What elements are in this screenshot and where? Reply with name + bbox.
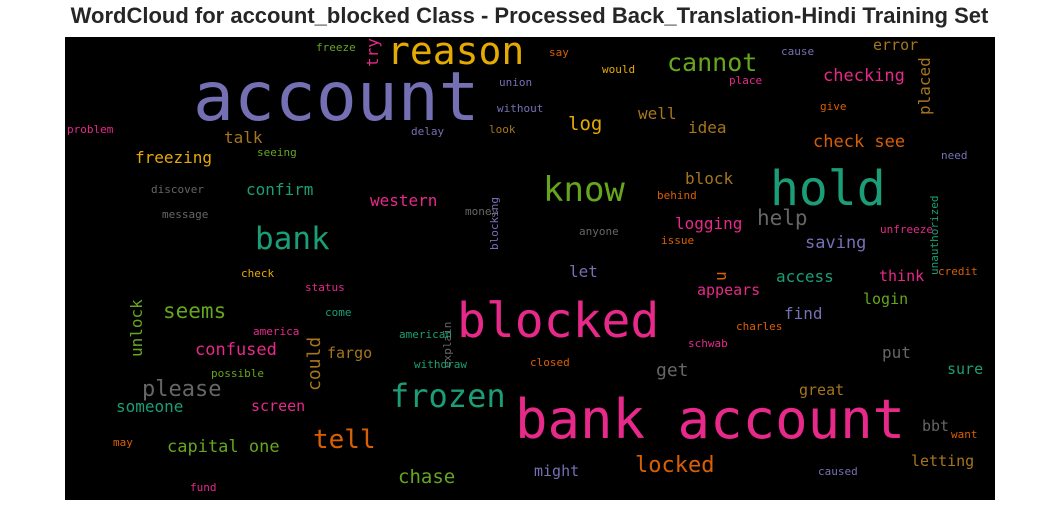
word-sure: sure xyxy=(947,360,984,378)
word-fund: fund xyxy=(190,481,217,494)
word-put: put xyxy=(882,343,911,362)
word-block: block xyxy=(685,169,734,188)
word-western: western xyxy=(370,191,438,210)
word-seeing: seeing xyxy=(257,146,297,159)
word-checking: checking xyxy=(823,66,905,86)
word-let: let xyxy=(569,262,598,281)
word-problem: problem xyxy=(67,123,114,136)
word-look: look xyxy=(489,123,516,136)
word-confirm: confirm xyxy=(246,180,314,199)
word-want: want xyxy=(951,428,978,441)
word-give: give xyxy=(820,100,847,113)
word-chase: chase xyxy=(398,466,456,488)
word-anyone: anyone xyxy=(579,225,619,238)
word-money: money xyxy=(465,205,499,218)
word-check-see: check see xyxy=(813,132,906,152)
word-freezing: freezing xyxy=(135,148,213,167)
word-without: without xyxy=(497,102,544,115)
word-issue: issue xyxy=(661,234,695,247)
word-unlock: unlock xyxy=(127,299,146,357)
chart-title: WordCloud for account_blocked Class - Pr… xyxy=(70,3,989,28)
word-credit: credit xyxy=(938,265,978,278)
word-tell: tell xyxy=(313,425,376,455)
word-log: log xyxy=(568,113,603,135)
word-hold: hold xyxy=(770,161,886,217)
word-message: message xyxy=(162,208,209,221)
word-might: might xyxy=(534,462,580,480)
word-may: may xyxy=(113,436,133,449)
word-placed: placed xyxy=(915,57,934,115)
word-help: help xyxy=(757,206,808,230)
word-place: place xyxy=(729,74,763,87)
word-fargo: fargo xyxy=(327,344,373,362)
word-idea: idea xyxy=(688,118,727,137)
word-think: think xyxy=(879,267,925,285)
word-screen: screen xyxy=(251,397,306,415)
word-frozen: frozen xyxy=(390,377,506,415)
word-withdraw: withdraw xyxy=(414,358,467,371)
word-need: need xyxy=(941,149,968,162)
word-possible: possible xyxy=(211,367,264,380)
word-find: find xyxy=(784,304,823,323)
word-unfreeze: unfreeze xyxy=(880,223,933,236)
word-bank-account: bank account xyxy=(515,388,906,451)
word-caused: caused xyxy=(818,465,858,478)
word-access: access xyxy=(776,267,834,286)
word-appears: appears xyxy=(697,281,761,299)
word-reason: reason xyxy=(387,37,525,73)
word-blocked: blocked xyxy=(457,293,660,349)
word-someone: someone xyxy=(116,397,184,416)
word-check: check xyxy=(241,267,275,280)
word-cause: cause xyxy=(781,45,815,58)
word-freeze: freeze xyxy=(316,41,356,54)
word-great: great xyxy=(799,381,845,399)
word-could: could xyxy=(304,336,325,391)
word-schwab: schwab xyxy=(688,337,728,350)
word-capital-one: capital one xyxy=(167,437,280,457)
word-talk: talk xyxy=(224,128,263,147)
word-say: say xyxy=(549,46,569,59)
word-confused: confused xyxy=(195,340,277,360)
word-cannot: cannot xyxy=(667,48,758,77)
word-locked: locked xyxy=(635,453,715,478)
word-bbt: bbt xyxy=(922,417,950,435)
word-well: well xyxy=(638,104,677,123)
word-charles: charles xyxy=(736,320,783,333)
word-behind: behind xyxy=(657,189,697,202)
word-logging: logging xyxy=(675,214,743,233)
word-seems: seems xyxy=(163,299,227,323)
word-america: america xyxy=(253,325,300,338)
word-cloud: account bank account blocked hold reason know… xyxy=(65,37,995,500)
word-delay: delay xyxy=(411,125,445,138)
word-account: account xyxy=(193,58,480,137)
word-american: american xyxy=(399,328,452,341)
word-try: try xyxy=(363,38,382,67)
word-would: would xyxy=(602,63,636,76)
word-status: status xyxy=(305,281,345,294)
word-closed: closed xyxy=(530,356,570,369)
word-u: u xyxy=(711,271,730,281)
word-login: login xyxy=(863,290,909,308)
word-saving: saving xyxy=(805,233,867,253)
word-union: union xyxy=(499,76,533,89)
word-come: come xyxy=(325,306,352,319)
word-letting: letting xyxy=(911,452,975,470)
word-please: please xyxy=(142,377,222,402)
word-error: error xyxy=(873,37,919,54)
word-know: know xyxy=(543,170,625,210)
word-discover: discover xyxy=(151,183,204,196)
word-get: get xyxy=(656,360,689,381)
word-bank: bank xyxy=(255,221,330,257)
